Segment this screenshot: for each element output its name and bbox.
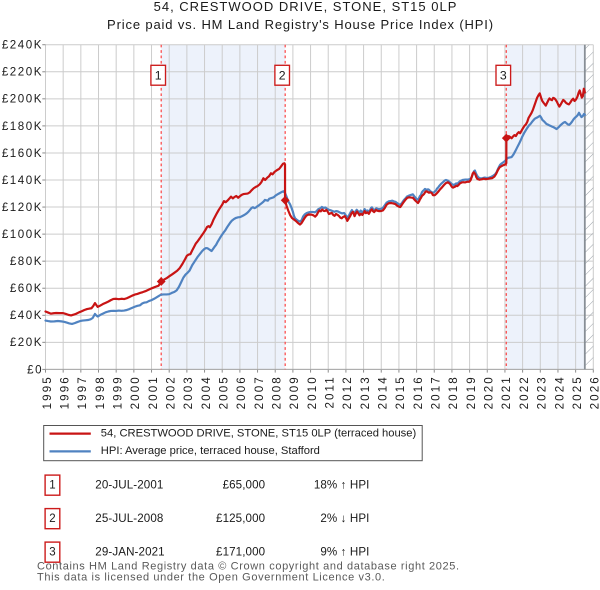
svg-text:1: 1 [155,69,162,83]
svg-text:£80K: £80K [10,255,43,268]
svg-text:2006: 2006 [235,375,248,409]
svg-text:2019: 2019 [465,375,478,409]
svg-text:1998: 1998 [94,375,107,409]
svg-text:25-JUL-2008: 25-JUL-2008 [95,512,163,525]
svg-text:£171,000: £171,000 [216,545,265,558]
svg-text:1997: 1997 [76,375,89,409]
svg-text:2011: 2011 [324,375,337,408]
svg-text:£125,000: £125,000 [216,512,265,525]
svg-text:20-JUL-2001: 20-JUL-2001 [95,478,163,491]
svg-text:HPI: Average price, terraced h: HPI: Average price, terraced house, Staf… [101,445,320,457]
svg-text:2022: 2022 [518,375,531,409]
svg-text:2009: 2009 [288,375,301,409]
svg-text:2008: 2008 [271,375,284,409]
svg-text:2012: 2012 [341,375,354,409]
svg-text:2016: 2016 [412,375,425,409]
svg-text:2% ↓ HPI: 2% ↓ HPI [320,512,369,525]
svg-text:£140K: £140K [2,174,43,187]
svg-text:2014: 2014 [377,375,390,409]
svg-text:2025: 2025 [571,375,584,409]
svg-text:9% ↑ HPI: 9% ↑ HPI [320,545,369,558]
svg-text:1995: 1995 [41,375,54,409]
svg-text:2017: 2017 [430,375,443,409]
svg-text:£0: £0 [27,363,43,376]
svg-text:Price paid vs. HM Land Registr: Price paid vs. HM Land Registry's House … [107,17,494,32]
svg-text:18% ↑ HPI: 18% ↑ HPI [314,478,370,491]
svg-text:2024: 2024 [553,375,566,409]
svg-text:3: 3 [500,69,507,83]
svg-text:54, CRESTWOOD DRIVE, STONE, ST: 54, CRESTWOOD DRIVE, STONE, ST15 0LP (te… [101,427,417,439]
svg-text:2000: 2000 [129,375,142,409]
svg-text:2007: 2007 [253,375,266,409]
svg-text:2013: 2013 [359,375,372,409]
svg-text:£65,000: £65,000 [223,478,266,491]
svg-text:2021: 2021 [500,375,513,409]
svg-text:3: 3 [49,546,55,558]
svg-text:£200K: £200K [2,93,43,106]
svg-text:2005: 2005 [218,375,231,409]
svg-text:54, CRESTWOOD DRIVE, STONE, ST: 54, CRESTWOOD DRIVE, STONE, ST15 0LP [154,0,458,14]
svg-text:1: 1 [49,479,55,491]
svg-text:£120K: £120K [2,201,43,214]
svg-text:2015: 2015 [394,375,407,409]
svg-text:£180K: £180K [2,120,43,133]
svg-text:2001: 2001 [147,375,160,409]
svg-text:£240K: £240K [2,39,43,52]
svg-text:£160K: £160K [2,147,43,160]
svg-text:£100K: £100K [2,228,43,241]
svg-text:£20K: £20K [10,336,43,349]
svg-text:2: 2 [49,513,55,525]
svg-text:2004: 2004 [200,375,213,409]
svg-text:£220K: £220K [2,66,43,79]
svg-text:1999: 1999 [111,375,124,409]
svg-text:2018: 2018 [447,375,460,409]
svg-text:£40K: £40K [10,309,43,322]
svg-text:1996: 1996 [58,375,71,409]
svg-text:£60K: £60K [10,282,43,295]
svg-text:29-JAN-2021: 29-JAN-2021 [95,545,164,558]
svg-text:Contains HM Land Registry data: Contains HM Land Registry data © Crown c… [37,560,460,572]
svg-text:2023: 2023 [536,375,549,409]
svg-text:2002: 2002 [165,375,178,409]
svg-text:2020: 2020 [483,375,496,409]
svg-text:2026: 2026 [589,375,600,409]
svg-text:2003: 2003 [182,375,195,409]
svg-text:This data is licensed under th: This data is licensed under the Open Gov… [37,572,385,584]
svg-text:2: 2 [279,69,286,83]
svg-text:2010: 2010 [306,375,319,409]
